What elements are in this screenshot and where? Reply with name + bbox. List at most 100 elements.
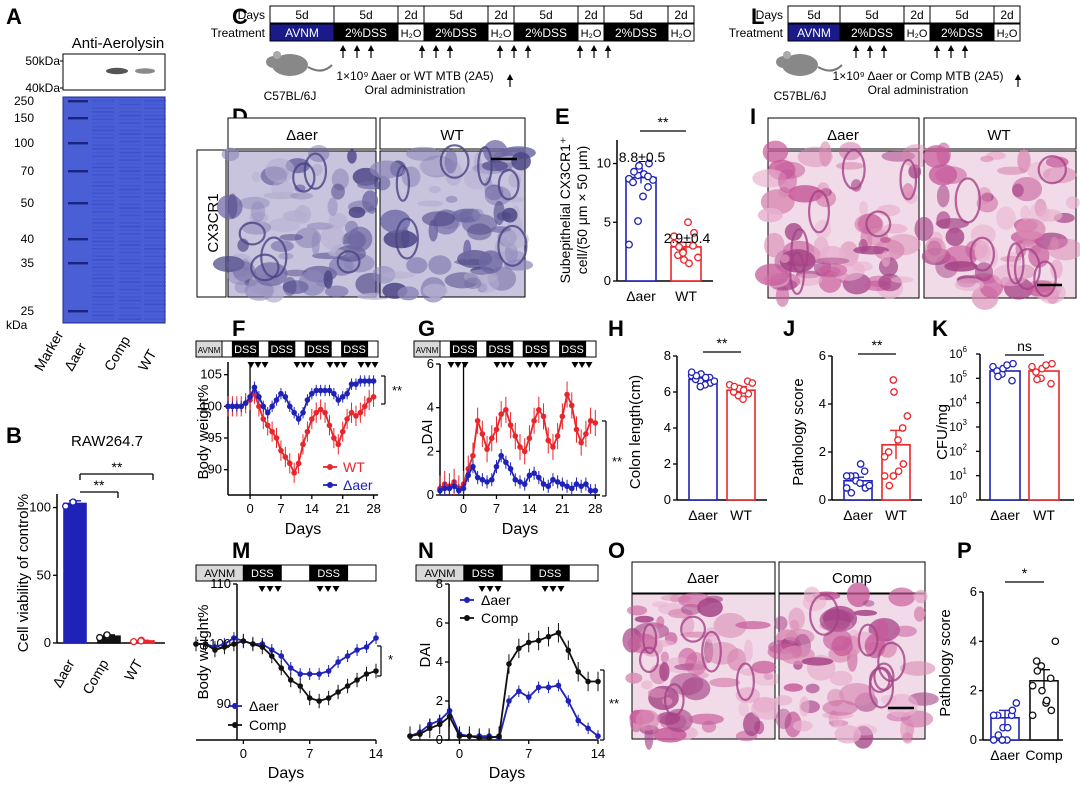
data-point — [856, 460, 865, 468]
tissue-blob — [464, 277, 482, 290]
dose-triangle — [526, 362, 534, 368]
days-label: Days — [756, 8, 783, 22]
crypt-outline — [969, 236, 996, 272]
y-tick-label: 105 — [200, 367, 222, 382]
crypt-outline — [260, 236, 288, 279]
significance-label: ** — [112, 459, 123, 475]
gel-band — [144, 177, 166, 180]
y-tick-label: 100 — [949, 491, 967, 507]
data-point — [516, 645, 522, 652]
ladder-label: 100 — [14, 136, 34, 150]
tissue-blob — [478, 250, 503, 274]
tissue-blob — [954, 278, 985, 292]
tissue-blob — [294, 184, 306, 192]
tissue-blob — [890, 276, 914, 284]
dose-triangle — [494, 586, 502, 592]
mouse-tail — [307, 64, 333, 72]
ladder-label: 40 — [21, 232, 35, 246]
gel-band — [119, 196, 141, 198]
legend-label: WT — [343, 459, 365, 475]
data-point — [309, 390, 315, 397]
tissue-blob — [1038, 209, 1063, 222]
gel-band — [119, 144, 141, 146]
gel-band — [92, 251, 114, 254]
tissue-blob — [1047, 238, 1080, 261]
data-point — [644, 183, 652, 191]
gel-band — [92, 222, 114, 224]
data-point — [842, 484, 851, 492]
crypt-outline — [790, 228, 809, 274]
ladder-band — [68, 238, 88, 241]
data-point — [842, 472, 851, 480]
arrow-head — [852, 45, 860, 51]
ladder-band — [68, 117, 88, 120]
gel-band — [119, 107, 141, 109]
tissue-blob — [819, 263, 848, 278]
data-point — [998, 736, 1007, 744]
gel-band — [144, 281, 166, 283]
tissue-blob — [803, 586, 821, 604]
gel-band — [119, 174, 141, 176]
panel-h-chart: Colon length(cm) 0 2 4 6 8 Δaer WT ** — [627, 335, 767, 523]
data-point — [583, 431, 589, 437]
treatment-cell — [667, 23, 695, 42]
data-point — [309, 416, 315, 422]
treatment-name: H₂O — [581, 28, 602, 40]
tissue-blob — [331, 183, 345, 200]
gel-band — [92, 192, 114, 195]
tissue-blob — [294, 205, 312, 224]
data-point — [595, 678, 601, 685]
category-label: Δaer — [990, 507, 1020, 523]
day-count: 2d — [494, 8, 507, 22]
schedule-label: DSS — [343, 344, 366, 356]
gel-band — [144, 151, 166, 154]
tissue-blob — [238, 196, 270, 210]
arrow-icon — [353, 45, 361, 58]
dose-triangle — [254, 362, 262, 368]
data-point — [634, 217, 642, 226]
legend-marker — [464, 615, 470, 621]
micrograph — [752, 140, 931, 308]
y-tick-label: 105 — [949, 369, 967, 385]
gel-band — [92, 281, 114, 283]
gel-band — [144, 307, 166, 309]
data-point — [313, 409, 320, 416]
y-tick-label: 90 — [208, 462, 222, 477]
data-point — [856, 479, 864, 488]
gel-band — [144, 303, 166, 306]
dose-triangle — [293, 362, 301, 368]
tissue-blob — [401, 166, 421, 188]
note-line: 1×10⁹ Δaer or WT MTB (2A5) — [336, 69, 493, 83]
gel-band — [119, 214, 141, 217]
arrow-head — [880, 45, 888, 51]
gel-band — [144, 296, 166, 298]
tissue-blob — [466, 223, 492, 241]
data-point — [437, 487, 443, 494]
tissue-blob — [647, 688, 669, 698]
data-point — [250, 641, 256, 647]
ladder-band — [68, 170, 88, 173]
data-point — [269, 403, 275, 410]
arrow-head — [367, 45, 375, 51]
data-point — [535, 684, 542, 691]
data-point — [287, 677, 294, 683]
data-point — [317, 406, 324, 413]
day-count: 5d — [629, 8, 642, 22]
gel-band — [144, 285, 166, 287]
days-label: Days — [238, 8, 265, 22]
gel-band — [119, 177, 141, 180]
tissue-blob — [232, 261, 256, 282]
tissue-blob — [263, 191, 299, 200]
data-point — [496, 733, 502, 739]
data-point — [240, 638, 247, 644]
dose-triangle — [578, 362, 586, 368]
tissue-blob — [327, 197, 338, 216]
data-point — [1009, 359, 1017, 368]
dose-triangle — [332, 586, 340, 592]
data-point — [1008, 376, 1016, 385]
data-point — [446, 485, 453, 492]
data-point — [550, 444, 556, 450]
tissue-blob — [879, 236, 891, 243]
data-point — [536, 474, 542, 481]
gel-band — [119, 314, 141, 317]
